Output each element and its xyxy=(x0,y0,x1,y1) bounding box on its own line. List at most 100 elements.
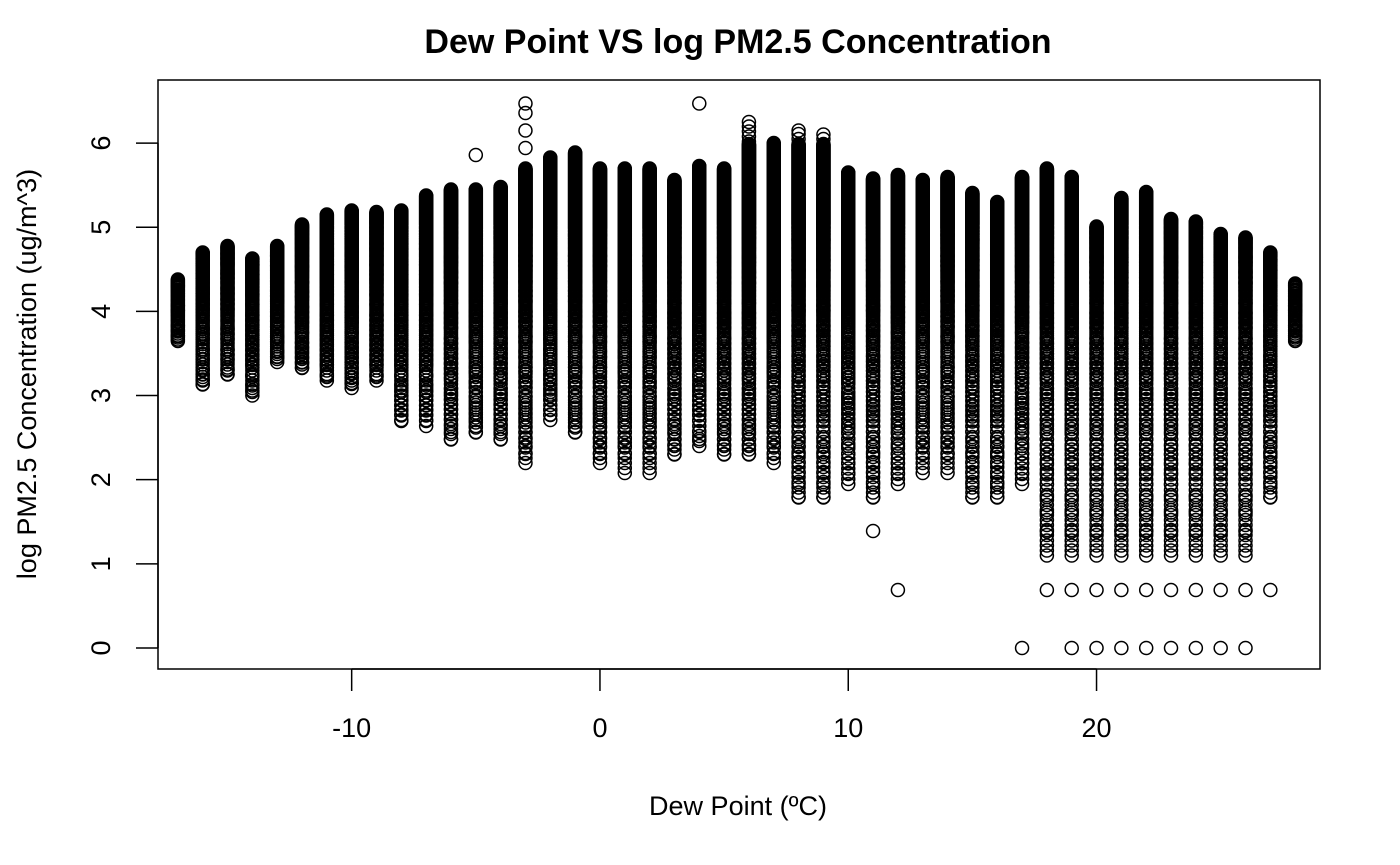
data-point xyxy=(294,345,310,360)
data-point xyxy=(195,281,210,296)
data-points xyxy=(170,96,1303,656)
data-point xyxy=(220,296,235,312)
data-point xyxy=(319,357,335,373)
data-point xyxy=(319,327,335,343)
data-point xyxy=(319,368,335,383)
x-tick-label: 10 xyxy=(833,713,863,743)
data-point xyxy=(220,326,235,342)
data-point xyxy=(319,312,335,328)
data-point xyxy=(170,333,186,349)
data-point xyxy=(269,329,285,344)
data-point xyxy=(518,96,533,111)
data-point xyxy=(245,307,260,323)
data-point xyxy=(294,325,310,340)
data-point xyxy=(195,291,210,307)
data-point xyxy=(245,312,260,328)
data-point xyxy=(245,357,260,373)
data-point xyxy=(195,286,210,301)
data-point xyxy=(195,372,210,387)
data-point xyxy=(692,96,707,111)
data-point xyxy=(220,266,235,281)
data-point xyxy=(245,383,260,398)
data-point xyxy=(220,286,235,301)
data-point xyxy=(269,238,285,254)
data-point xyxy=(245,322,260,338)
data-point xyxy=(220,256,235,271)
data-point xyxy=(220,301,235,317)
data-point xyxy=(294,259,310,275)
data-point xyxy=(269,319,285,334)
data-point xyxy=(245,337,260,353)
data-point xyxy=(245,267,260,282)
data-point xyxy=(170,303,186,318)
data-point xyxy=(245,297,260,312)
data-point xyxy=(220,246,235,261)
data-point xyxy=(319,373,335,388)
y-tick-label: 3 xyxy=(86,388,116,403)
data-point xyxy=(294,217,310,232)
data-point xyxy=(220,291,235,307)
data-point xyxy=(269,314,285,329)
data-point xyxy=(245,388,260,403)
data-point xyxy=(269,248,285,264)
y-tick-label: 2 xyxy=(86,472,116,487)
data-point xyxy=(170,298,186,313)
data-point xyxy=(220,281,235,296)
data-point xyxy=(245,287,260,302)
chart-title: Dew Point VS log PM2.5 Concentration xyxy=(424,23,1051,61)
data-point xyxy=(269,253,285,269)
data-point xyxy=(195,301,210,317)
data-point xyxy=(245,347,260,363)
data-point xyxy=(294,350,310,365)
data-point xyxy=(195,326,210,342)
data-point xyxy=(294,274,310,290)
x-tick-label: 0 xyxy=(592,713,607,743)
data-point xyxy=(245,342,260,358)
data-point xyxy=(294,355,310,370)
data-point xyxy=(195,331,210,347)
data-point xyxy=(245,378,260,393)
data-point xyxy=(518,140,533,156)
data-point xyxy=(245,317,260,333)
data-point xyxy=(319,317,335,333)
data-point xyxy=(294,340,310,355)
y-tick-label: 5 xyxy=(86,220,116,235)
data-point xyxy=(195,256,210,271)
data-point xyxy=(468,147,484,163)
data-point xyxy=(195,271,210,286)
data-point xyxy=(344,380,359,396)
data-point xyxy=(269,273,285,289)
data-point xyxy=(319,267,335,282)
data-point xyxy=(195,321,210,337)
data-point xyxy=(245,327,260,343)
y-tick-label: 0 xyxy=(86,640,116,655)
data-point xyxy=(245,257,260,272)
data-point xyxy=(319,257,335,272)
data-point xyxy=(245,272,260,287)
data-point xyxy=(269,349,285,365)
data-point xyxy=(220,347,235,362)
data-point xyxy=(294,299,310,315)
data-point xyxy=(220,362,235,377)
data-point xyxy=(319,322,335,338)
y-tick-label: 1 xyxy=(86,556,116,571)
x-tick-label: -10 xyxy=(332,713,371,743)
data-point xyxy=(319,352,335,368)
data-point xyxy=(294,310,310,325)
data-point xyxy=(195,246,210,261)
data-point xyxy=(195,342,210,357)
data-point xyxy=(294,360,310,376)
data-point xyxy=(269,294,285,309)
data-point xyxy=(195,377,210,392)
data-point xyxy=(294,315,310,330)
data-point xyxy=(195,362,210,377)
data-point xyxy=(220,271,235,286)
data-point xyxy=(170,278,186,293)
x-axis: -10 0 10 20 xyxy=(332,668,1112,743)
data-point xyxy=(319,287,335,302)
data-point xyxy=(269,304,285,319)
data-point xyxy=(319,297,335,312)
data-point xyxy=(294,335,310,350)
data-point xyxy=(294,284,310,300)
